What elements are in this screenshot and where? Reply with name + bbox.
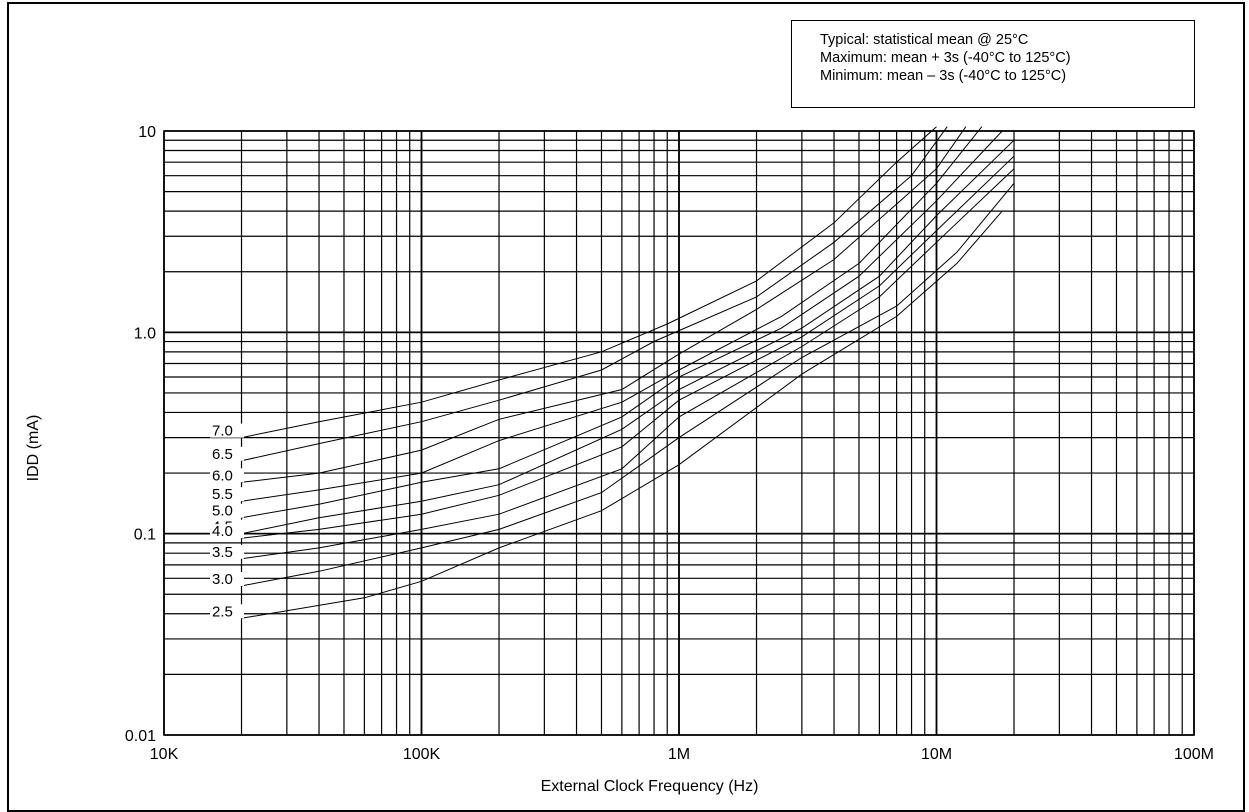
note-line-maximum: Maximum: mean + 3s (-40°C to 125°C) [820, 50, 1071, 66]
series-line-2-5 [241, 210, 1003, 619]
y-tick-label: 1.0 [134, 325, 156, 342]
x-tick-label: 100M [1174, 746, 1214, 763]
series-label-5-0: 5.0 [212, 503, 233, 520]
series-line-4-5 [241, 139, 1015, 535]
y-axis-label: IDD (mA) [25, 414, 42, 482]
series-label-bg [210, 503, 244, 518]
series-lines [241, 126, 1015, 619]
series-line-3-5 [241, 168, 1015, 560]
series-label-7-0: 7.0 [212, 423, 233, 440]
series-label-5-5: 5.5 [212, 486, 233, 503]
plot-border [163, 130, 1195, 736]
y-tick-label: 0.01 [125, 728, 156, 745]
series-label-bg [210, 571, 244, 586]
series-label-6-0: 6.0 [212, 467, 233, 484]
series-label-bg [210, 468, 244, 483]
figure-frame [7, 2, 1245, 812]
series-label-6-5: 6.5 [212, 446, 233, 463]
x-tick-label: 10K [150, 746, 179, 763]
series-line-4-0 [241, 155, 1015, 539]
series-label-3-5: 3.5 [212, 544, 233, 561]
series-line-5-0 [241, 130, 1003, 519]
series-labels: 7.06.56.05.55.04.54.03.53.02.5 [210, 423, 244, 620]
series-label-3-0: 3.0 [212, 571, 233, 588]
conditions-note-box: Typical: statistical mean @ 25°C Maximum… [791, 20, 1195, 108]
series-label-bg [210, 604, 244, 619]
series-line-5-5 [241, 126, 983, 502]
x-tick-label: 10M [921, 746, 952, 763]
series-line-6-5 [241, 126, 948, 462]
series-label-bg [210, 423, 244, 438]
note-line-typical: Typical: statistical mean @ 25°C [820, 32, 1029, 48]
series-label-bg [210, 544, 244, 559]
x-tick-label: 1M [668, 746, 690, 763]
series-line-7-0 [241, 126, 937, 439]
series-label-2-5: 2.5 [212, 603, 233, 620]
series-label-bg [210, 446, 244, 461]
tick-labels: 10K 100K 1M 10M 100M 0.01 0.1 1.0 10 [125, 124, 1214, 763]
series-label-bg [210, 524, 244, 539]
x-tick-label: 100K [403, 746, 441, 763]
series-line-3-0 [241, 182, 1015, 587]
y-tick-label: 10 [138, 124, 156, 141]
note-line-minimum: Minimum: mean – 3s (-40°C to 125°C) [820, 68, 1067, 84]
x-axis-label: External Clock Frequency (Hz) [540, 778, 759, 795]
series-label-4-0: 4.0 [212, 523, 233, 540]
y-tick-label: 0.1 [134, 527, 156, 544]
series-label-bg [210, 487, 244, 502]
series-line-6-0 [241, 126, 967, 483]
grid [163, 130, 1195, 736]
